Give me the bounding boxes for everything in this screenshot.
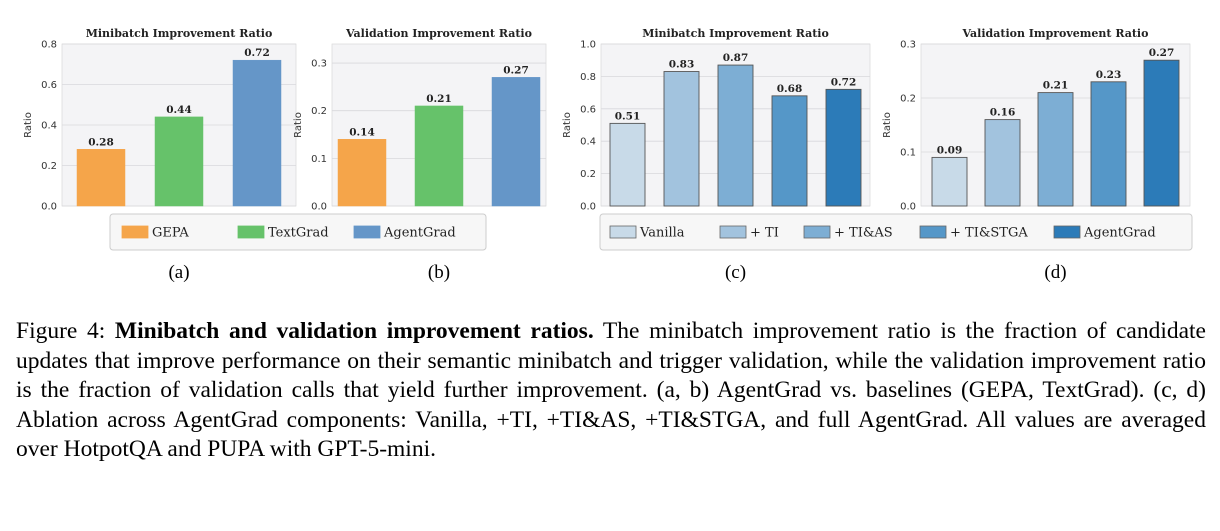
legend-swatch — [919, 225, 947, 239]
y-tick-label: 0.4 — [580, 137, 596, 148]
legend-label: GEPA — [152, 226, 189, 241]
bar-ti — [663, 71, 700, 207]
bar-gepa — [76, 149, 126, 207]
bar-value-label: 0.27 — [503, 64, 529, 76]
chart-title: Validation Improvement Ratio — [962, 27, 1149, 40]
legend-swatch — [1053, 225, 1081, 239]
y-tick-label: 0.4 — [41, 121, 57, 132]
bar-ti-as — [1037, 92, 1074, 207]
bar-value-label: 0.23 — [1096, 69, 1122, 81]
legend-swatch — [353, 225, 381, 239]
y-axis-label: Ratio — [562, 112, 573, 138]
y-axis-label: Ratio — [293, 112, 304, 138]
bar-value-label: 0.21 — [1043, 80, 1069, 92]
y-tick-label: 0.0 — [900, 202, 916, 213]
bar-textgrad — [154, 116, 204, 207]
y-tick-label: 0.6 — [580, 104, 596, 115]
y-axis-label: Ratio — [882, 112, 893, 138]
bar-vanilla — [931, 156, 968, 207]
legend-label: + TI&AS — [834, 226, 893, 241]
caption-bold: Minibatch and validation improvement rat… — [114, 318, 594, 344]
chart-panel-2: 0.0 0.1 0.2 0.3 Ratio Validation Improvement … — [293, 27, 547, 283]
y-tick-label: 0.0 — [580, 202, 596, 213]
caption-text: The minibatch improvement ratio is the f… — [16, 318, 1206, 462]
legend-2: Vanilla + TI + TI&AS + TI&STGA AgentGrad — [599, 213, 1193, 251]
y-tick-label: 0.3 — [311, 59, 327, 70]
caption-label: Figure 4: — [16, 318, 106, 344]
legend-label: Vanilla — [639, 226, 685, 241]
bar-value-label: 0.28 — [88, 136, 114, 148]
bar-ti-as — [717, 64, 754, 207]
panel-label: (d) — [1044, 262, 1066, 283]
legend-swatch — [121, 225, 149, 239]
y-tick-label: 1.0 — [580, 40, 596, 51]
chart-panel-3: 0.0 0.2 0.4 0.6 0.8 1.0 Ratio Minibatch Improve… — [562, 27, 871, 283]
panel-label: (a) — [168, 262, 189, 283]
legend-swatch — [237, 225, 265, 239]
legend-swatch — [609, 225, 637, 239]
bar-value-label: 0.72 — [244, 47, 270, 59]
legend-swatch — [803, 225, 831, 239]
chart-title: Validation Improvement Ratio — [345, 27, 532, 40]
bar-value-label: 0.16 — [990, 107, 1016, 119]
bar-value-label: 0.27 — [1149, 47, 1175, 59]
bar-agentgrad — [1143, 59, 1180, 207]
legend-1: GEPA TextGrad AgentGrad — [109, 213, 487, 251]
bar-value-label: 0.14 — [349, 126, 375, 138]
y-tick-label: 0.3 — [900, 40, 916, 51]
bar-agentgrad — [491, 77, 541, 207]
legend-label: TextGrad — [268, 226, 329, 241]
bar-value-label: 0.83 — [669, 59, 695, 71]
bar-ti-stga — [771, 95, 808, 207]
bar-value-label: 0.87 — [723, 52, 749, 64]
y-tick-label: 0.2 — [41, 161, 57, 172]
bar-ti-stga — [1090, 81, 1127, 207]
chart-panel-4: 0.0 0.1 0.2 0.3 Ratio Validation Improvement … — [882, 27, 1191, 283]
y-tick-label: 0.1 — [900, 148, 916, 159]
y-tick-label: 0.6 — [41, 80, 57, 91]
bar-value-label: 0.68 — [777, 83, 803, 95]
figure-caption: Figure 4: Minibatch and validation impro… — [16, 317, 1206, 465]
bar-gepa — [337, 139, 387, 207]
bar-agentgrad — [825, 88, 862, 207]
legend-swatch — [719, 225, 747, 239]
chart-title: Minibatch Improvement Ratio — [642, 27, 829, 40]
panel-label: (c) — [725, 262, 746, 283]
y-tick-label: 0.0 — [41, 202, 57, 213]
legend-label: + TI&STGA — [950, 226, 1028, 241]
y-tick-label: 0.1 — [311, 154, 327, 165]
bar-agentgrad — [232, 59, 282, 207]
legend-box — [599, 213, 1193, 251]
bar-value-label: 0.51 — [615, 110, 641, 122]
y-axis-label: Ratio — [23, 112, 34, 138]
bar-ti — [984, 119, 1021, 207]
y-tick-label: 0.2 — [311, 106, 327, 117]
bar-vanilla — [609, 122, 646, 207]
y-tick-label: 0.8 — [41, 40, 57, 51]
legend-label: AgentGrad — [383, 226, 456, 241]
legend-label: + TI — [750, 226, 779, 241]
bar-value-label: 0.09 — [937, 144, 963, 156]
bar-value-label: 0.21 — [426, 93, 452, 105]
legend-label: AgentGrad — [1083, 226, 1156, 241]
y-tick-label: 0.2 — [580, 169, 596, 180]
chart-panel-1: 0.0 0.2 0.4 0.6 0.8 Ratio Minibatch Improvemen… — [23, 27, 297, 283]
legend-box — [109, 213, 487, 251]
y-tick-label: 0.8 — [580, 72, 596, 83]
y-tick-label: 0.0 — [311, 202, 327, 213]
figure: 0.0 0.2 0.4 0.6 0.8 Ratio Minibatch Improvemen… — [23, 27, 1193, 283]
bar-value-label: 0.44 — [166, 104, 192, 116]
bar-textgrad — [414, 105, 464, 207]
chart-title: Minibatch Improvement Ratio — [86, 27, 273, 40]
y-tick-label: 0.2 — [900, 94, 916, 105]
panel-label: (b) — [428, 262, 450, 283]
bar-value-label: 0.72 — [831, 76, 857, 88]
